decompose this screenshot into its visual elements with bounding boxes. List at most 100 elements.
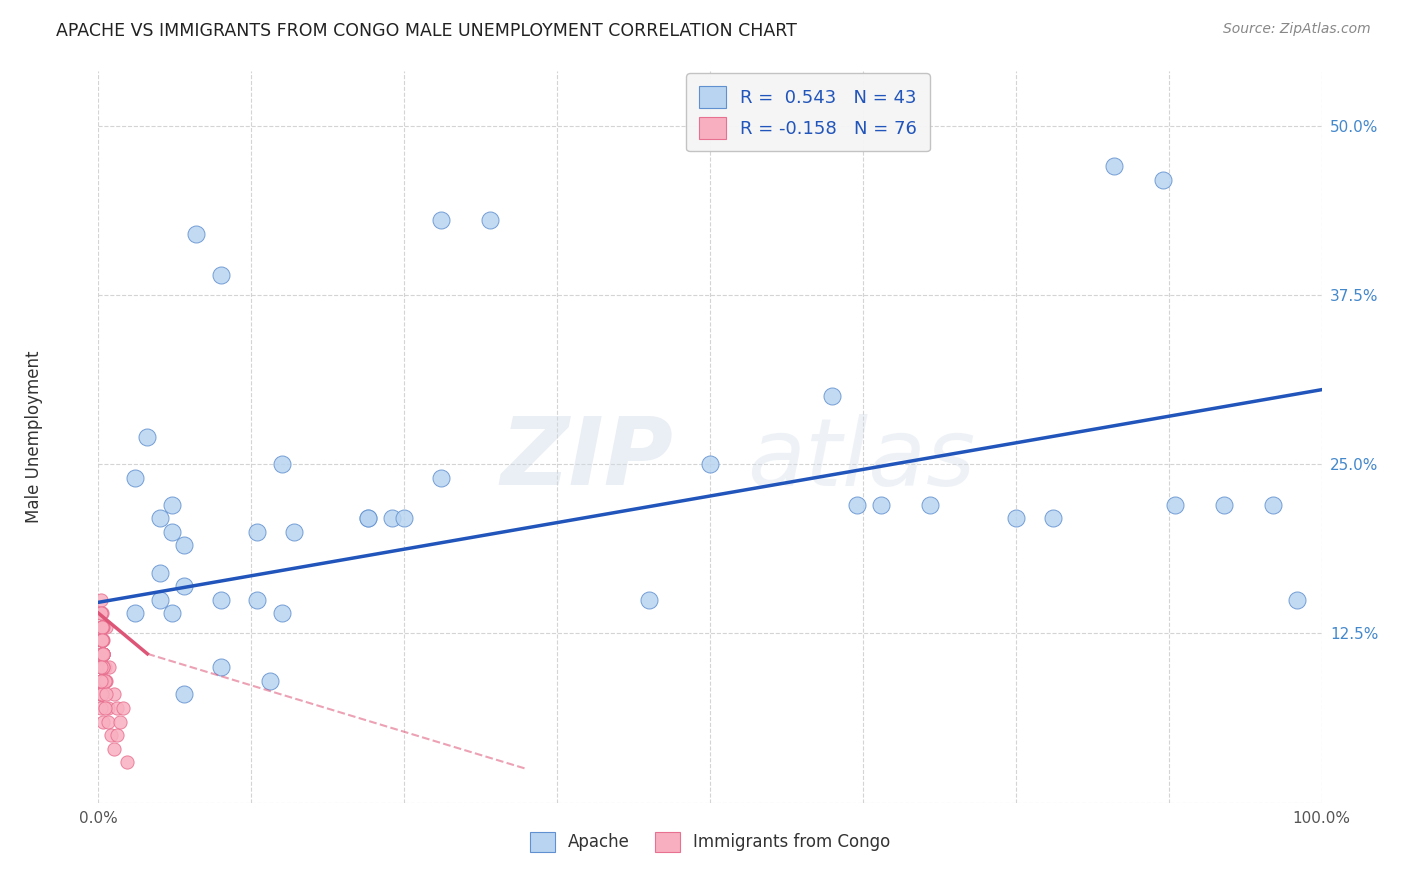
- Point: [91, 633, 114, 648]
- Point: [186, 227, 208, 241]
- Point: [115, 755, 138, 769]
- Point: [124, 606, 146, 620]
- Point: [430, 471, 453, 485]
- Point: [93, 660, 115, 674]
- Point: [90, 688, 112, 702]
- Point: [91, 673, 114, 688]
- Point: [90, 660, 112, 674]
- Point: [91, 633, 114, 648]
- Point: [90, 633, 112, 648]
- Point: [105, 728, 128, 742]
- Point: [97, 701, 120, 715]
- Point: [93, 673, 115, 688]
- Point: [637, 592, 661, 607]
- Point: [90, 688, 112, 702]
- Point: [149, 566, 172, 580]
- Point: [91, 620, 114, 634]
- Point: [270, 457, 294, 471]
- Point: [91, 633, 114, 648]
- Point: [246, 524, 269, 539]
- Point: [93, 673, 115, 688]
- Point: [91, 688, 114, 702]
- Text: Source: ZipAtlas.com: Source: ZipAtlas.com: [1223, 22, 1371, 37]
- Text: APACHE VS IMMIGRANTS FROM CONGO MALE UNEMPLOYMENT CORRELATION CHART: APACHE VS IMMIGRANTS FROM CONGO MALE UNE…: [56, 22, 797, 40]
- Legend: Apache, Immigrants from Congo: Apache, Immigrants from Congo: [522, 823, 898, 860]
- Point: [1212, 498, 1234, 512]
- Point: [173, 579, 195, 593]
- Point: [90, 688, 112, 702]
- Point: [94, 620, 117, 634]
- Point: [90, 688, 112, 702]
- Point: [111, 701, 134, 715]
- Point: [209, 592, 232, 607]
- Point: [1042, 511, 1064, 525]
- Point: [209, 660, 232, 674]
- Point: [1286, 592, 1309, 607]
- Point: [356, 511, 378, 525]
- Point: [91, 620, 114, 634]
- Point: [91, 660, 114, 674]
- Point: [149, 511, 172, 525]
- Point: [173, 688, 195, 702]
- Point: [920, 498, 942, 512]
- Point: [478, 213, 501, 227]
- Point: [821, 389, 844, 403]
- Point: [91, 647, 114, 661]
- Point: [90, 660, 112, 674]
- Point: [91, 620, 114, 634]
- Point: [90, 660, 112, 674]
- Point: [173, 538, 195, 552]
- Point: [381, 511, 404, 525]
- Point: [90, 701, 112, 715]
- Point: [90, 660, 112, 674]
- Point: [870, 498, 893, 512]
- Point: [91, 647, 114, 661]
- Point: [91, 620, 114, 634]
- Point: [90, 660, 112, 674]
- Point: [93, 701, 115, 715]
- Point: [91, 620, 114, 634]
- Point: [105, 701, 128, 715]
- Point: [91, 660, 114, 674]
- Point: [90, 673, 112, 688]
- Point: [91, 633, 114, 648]
- Point: [91, 714, 114, 729]
- Point: [91, 660, 114, 674]
- Point: [91, 647, 114, 661]
- Point: [91, 633, 114, 648]
- Point: [124, 471, 146, 485]
- Point: [430, 213, 453, 227]
- Point: [160, 498, 183, 512]
- Point: [90, 606, 112, 620]
- Point: [91, 633, 114, 648]
- Point: [91, 647, 114, 661]
- Point: [1164, 498, 1187, 512]
- Point: [91, 633, 114, 648]
- Point: [100, 728, 122, 742]
- Point: [91, 647, 114, 661]
- Point: [91, 647, 114, 661]
- Point: [91, 606, 114, 620]
- Y-axis label: Male Unemployment: Male Unemployment: [25, 351, 42, 524]
- Point: [103, 688, 125, 702]
- Point: [91, 633, 114, 648]
- Point: [699, 457, 721, 471]
- Point: [91, 647, 114, 661]
- Point: [1261, 498, 1284, 512]
- Point: [91, 688, 114, 702]
- Point: [90, 688, 112, 702]
- Point: [91, 660, 114, 674]
- Point: [91, 660, 114, 674]
- Point: [91, 647, 114, 661]
- Point: [91, 647, 114, 661]
- Point: [90, 673, 112, 688]
- Point: [392, 511, 416, 525]
- Point: [97, 714, 120, 729]
- Text: ZIP: ZIP: [501, 413, 673, 505]
- Point: [209, 268, 232, 282]
- Point: [94, 688, 117, 702]
- Point: [91, 633, 114, 648]
- Point: [259, 673, 281, 688]
- Point: [90, 647, 112, 661]
- Point: [90, 606, 112, 620]
